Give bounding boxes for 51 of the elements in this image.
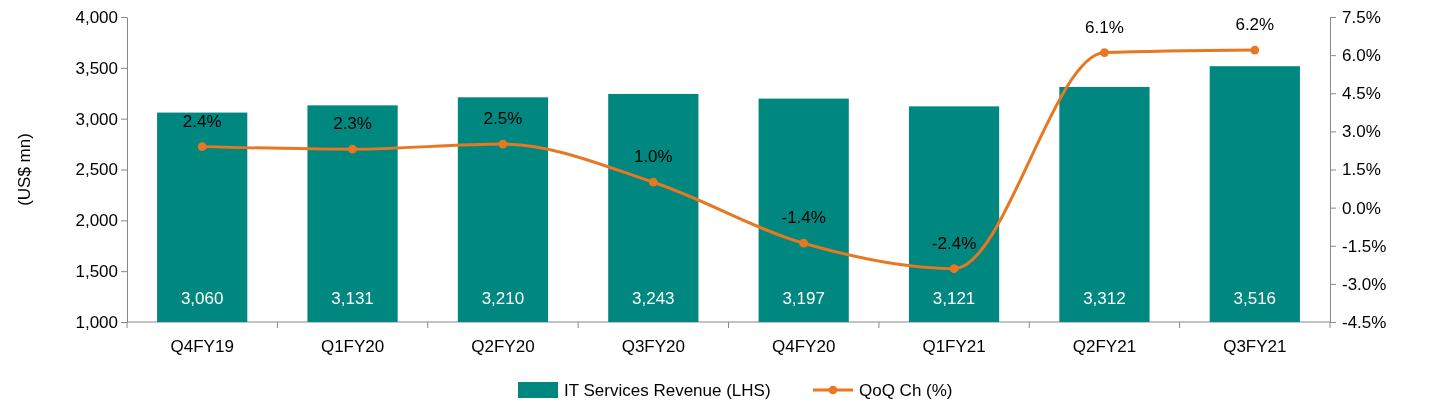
- y2-tick-label: 3.0%: [1342, 122, 1381, 142]
- y2-tick-label: 6.0%: [1342, 46, 1381, 66]
- data-label: 3,243: [632, 289, 675, 308]
- legend-label: IT Services Revenue (LHS): [564, 381, 771, 400]
- x-tick-label: Q1FY21: [922, 337, 986, 357]
- point: [498, 139, 508, 149]
- data-label: 3,131: [331, 289, 374, 308]
- data-label: 1.0%: [633, 147, 673, 167]
- y2-tick-label: -3.0%: [1342, 274, 1387, 294]
- x-tick-label: Q1FY20: [320, 337, 385, 357]
- y-tick-label: 2,500: [75, 160, 118, 180]
- data-label: 3,197: [782, 289, 825, 308]
- legend-label: QoQ Ch (%): [859, 381, 953, 400]
- data-label: 3,516: [1233, 289, 1277, 308]
- y-tick-label: 1,500: [75, 262, 118, 282]
- data-label: 3,312: [1083, 289, 1126, 308]
- x-tick-label: Q2FY20: [471, 337, 535, 357]
- x-tick-label: Q2FY21: [1072, 337, 1137, 357]
- data-label: 2.3%: [333, 114, 372, 134]
- data-label: 2.5%: [483, 109, 523, 129]
- y2-tick-label: 1.5%: [1342, 160, 1381, 180]
- y-axis-title: (US$ mn): [15, 133, 34, 206]
- point: [197, 142, 207, 151]
- data-label: -2.4%: [931, 233, 977, 253]
- data-label: 6.1%: [1085, 17, 1124, 37]
- y-tick-label: 3,500: [75, 58, 118, 78]
- point: [348, 144, 357, 154]
- x-tick-label: Q4FY20: [772, 337, 836, 357]
- x-tick-label: Q3FY21: [1223, 337, 1287, 357]
- data-label: 3,060: [180, 289, 224, 308]
- y-tick-label: 4,000: [75, 7, 118, 27]
- y-tick-label: 3,000: [75, 109, 118, 129]
- y-tick-label: 1,000: [75, 312, 118, 332]
- data-label: 2.4%: [182, 111, 222, 131]
- y2-tick-label: -1.5%: [1342, 236, 1387, 256]
- y2-tick-label: 7.5%: [1342, 7, 1381, 27]
- y2-tick-label: -4.5%: [1342, 312, 1387, 332]
- data-label: 3,121: [932, 289, 976, 308]
- data-label: 6.2%: [1235, 15, 1275, 35]
- y2-tick-label: 4.5%: [1342, 84, 1381, 104]
- data-label: 3,210: [481, 289, 525, 308]
- point: [648, 177, 658, 187]
- point: [799, 238, 809, 248]
- data-label: -1.4%: [781, 208, 826, 228]
- point: [1250, 45, 1260, 55]
- x-tick-label: Q3FY20: [621, 337, 685, 357]
- x-tick-label: Q4FY19: [170, 337, 234, 357]
- point: [949, 264, 959, 273]
- point: [1100, 48, 1109, 57]
- y-tick-label: 2,000: [75, 211, 118, 231]
- y2-tick-label: 0.0%: [1342, 198, 1381, 218]
